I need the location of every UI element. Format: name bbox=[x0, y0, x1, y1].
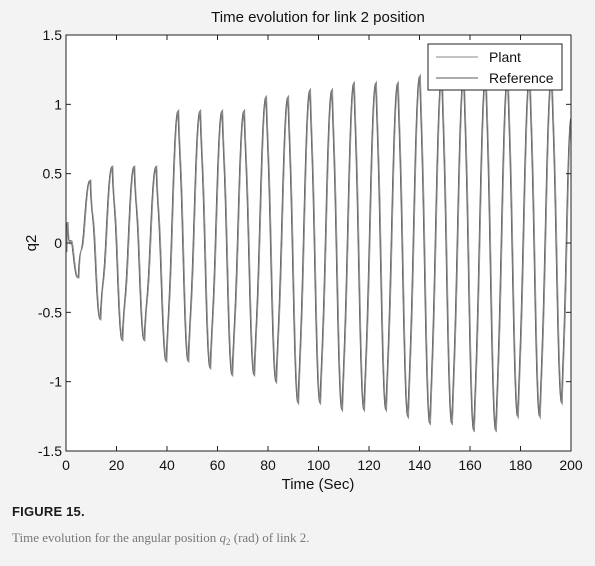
x-tick-label: 40 bbox=[159, 457, 175, 473]
x-tick-label: 20 bbox=[109, 457, 125, 473]
y-tick-label: -0.5 bbox=[38, 304, 62, 320]
x-tick-label: 160 bbox=[458, 457, 482, 473]
x-tick-label: 180 bbox=[509, 457, 533, 473]
series-plant-line bbox=[66, 73, 572, 433]
x-tick-label: 80 bbox=[260, 457, 276, 473]
caption-text-start: Time evolution for the angular position bbox=[12, 530, 220, 545]
y-tick-label: 1.5 bbox=[43, 27, 63, 43]
figure-label: FIGURE 15. bbox=[12, 504, 85, 519]
series-reference-line bbox=[65, 74, 572, 431]
x-ticks: 0 20 40 60 80 100 120 140 160 180 200 bbox=[62, 35, 583, 473]
x-tick-label: 200 bbox=[559, 457, 583, 473]
y-ticks: -1.5 -1 -0.5 0 0.5 1 1.5 bbox=[38, 27, 571, 459]
x-tick-label: 0 bbox=[62, 457, 70, 473]
y-tick-label: -1.5 bbox=[38, 443, 62, 459]
legend-label-plant: Plant bbox=[489, 49, 521, 65]
y-tick-label: 1 bbox=[54, 96, 62, 112]
caption-subscript: 2 bbox=[226, 537, 231, 547]
figure-caption: Time evolution for the angular position … bbox=[12, 530, 310, 547]
y-tick-label: 0.5 bbox=[43, 166, 63, 182]
x-tick-label: 100 bbox=[307, 457, 331, 473]
chart-title: Time evolution for link 2 position bbox=[211, 9, 425, 26]
caption-text-end: (rad) of link 2. bbox=[230, 530, 310, 545]
series-layer bbox=[65, 73, 572, 433]
x-tick-label: 140 bbox=[408, 457, 432, 473]
y-tick-label: 0 bbox=[54, 235, 62, 251]
y-axis-label: q2 bbox=[23, 235, 40, 252]
legend-box bbox=[427, 43, 563, 91]
y-tick-label: -1 bbox=[50, 374, 63, 390]
legend: Plant Reference bbox=[427, 43, 563, 91]
chart: 0 20 40 60 80 100 120 140 160 180 200 -1.5-1-0.500… bbox=[23, 9, 583, 493]
x-tick-label: 60 bbox=[210, 457, 226, 473]
legend-label-reference: Reference bbox=[489, 70, 554, 86]
caption-variable: q bbox=[219, 530, 227, 545]
x-tick-label: 120 bbox=[357, 457, 381, 473]
x-axis-label: Time (Sec) bbox=[282, 476, 355, 493]
